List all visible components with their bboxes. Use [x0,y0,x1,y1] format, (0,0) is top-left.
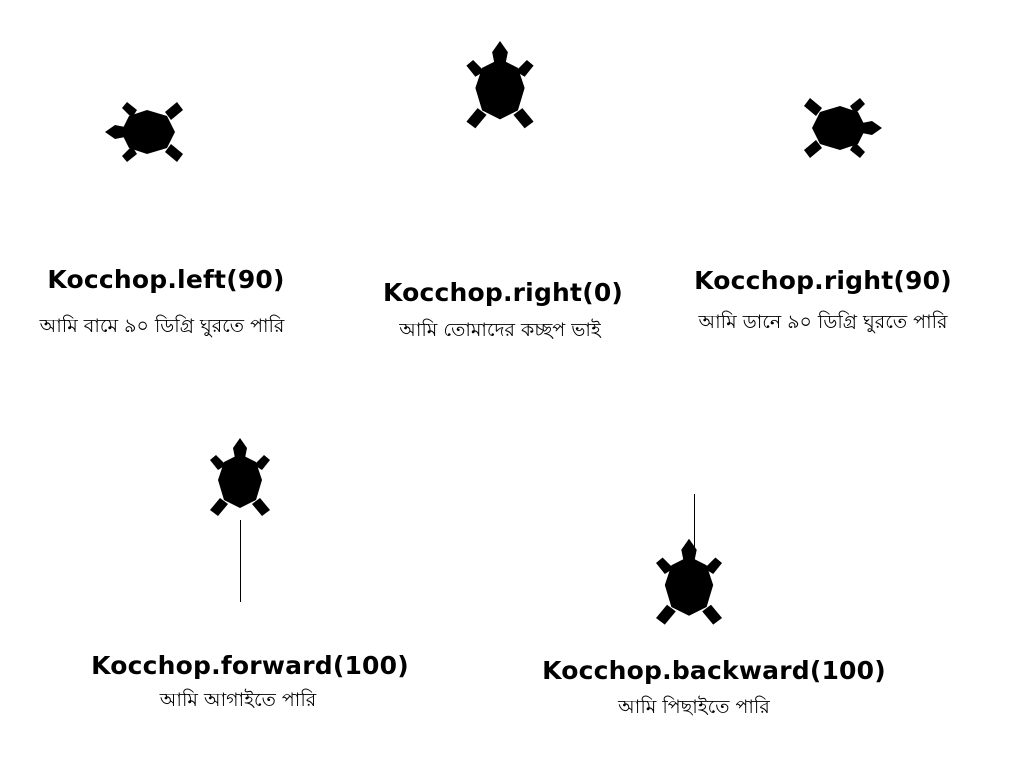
turtle-backward-icon [639,535,739,635]
caption-forward-100: আমি আগাইতে পারি [159,689,317,711]
caption-right-0: আমি তোমাদের কচ্ছপ ভাই [399,319,601,341]
turtle-right-icon [790,78,890,178]
caption-backward-100: আমি পিছাইতে পারি [618,696,770,718]
forward-trail-line [240,520,241,602]
command-forward-100: Kocchop.forward(100) [91,651,409,680]
backward-trail-line [694,494,695,554]
turtle-up-icon [450,38,550,138]
command-right-0: Kocchop.right(0) [382,278,624,307]
turtle-left-icon [97,82,197,182]
turtle-forward-icon [190,430,290,530]
command-backward-100: Kocchop.backward(100) [542,656,886,685]
caption-left-90: আমি বামে ৯০ ডিগ্রি ঘুরতে পারি [39,315,285,337]
caption-right-90: আমি ডানে ৯০ ডিগ্রি ঘুরতে পারি [698,311,948,333]
command-right-90: Kocchop.right(90) [694,266,952,295]
command-left-90: Kocchop.left(90) [47,265,285,294]
